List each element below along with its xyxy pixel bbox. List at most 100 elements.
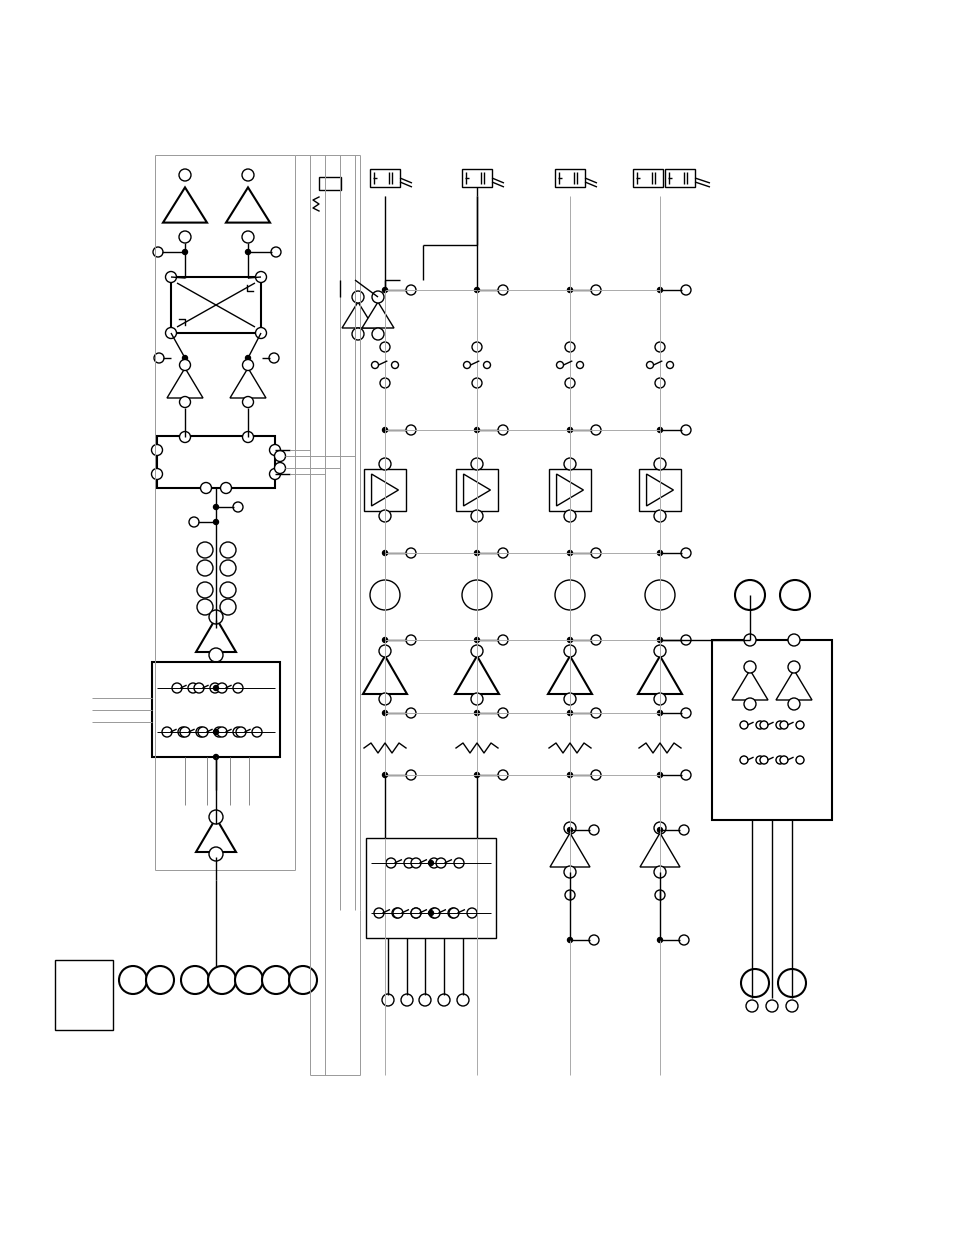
- Circle shape: [449, 909, 456, 916]
- Circle shape: [411, 858, 420, 868]
- Circle shape: [375, 909, 382, 916]
- Circle shape: [654, 645, 665, 657]
- Circle shape: [780, 757, 786, 763]
- Circle shape: [454, 858, 463, 868]
- Bar: [633, 169, 662, 186]
- Circle shape: [162, 727, 172, 737]
- Circle shape: [213, 685, 218, 690]
- Circle shape: [755, 756, 763, 764]
- Circle shape: [590, 285, 600, 295]
- Circle shape: [483, 362, 490, 368]
- Circle shape: [212, 684, 218, 692]
- Polygon shape: [455, 656, 498, 694]
- Circle shape: [233, 683, 243, 693]
- Bar: [555, 169, 584, 186]
- Circle shape: [242, 431, 253, 442]
- Circle shape: [644, 580, 675, 610]
- Circle shape: [152, 445, 162, 456]
- Circle shape: [395, 909, 401, 916]
- Circle shape: [564, 342, 575, 352]
- Circle shape: [188, 683, 198, 693]
- Circle shape: [567, 937, 572, 942]
- Circle shape: [657, 551, 661, 556]
- Circle shape: [646, 362, 653, 368]
- Circle shape: [199, 729, 206, 736]
- Circle shape: [776, 757, 782, 763]
- Circle shape: [382, 773, 387, 778]
- Circle shape: [242, 396, 253, 408]
- Circle shape: [195, 684, 202, 692]
- Circle shape: [679, 825, 688, 835]
- Circle shape: [418, 994, 431, 1007]
- Bar: [318, 177, 340, 189]
- Polygon shape: [195, 818, 235, 852]
- Circle shape: [274, 451, 285, 462]
- Circle shape: [655, 342, 664, 352]
- Circle shape: [743, 698, 755, 710]
- Circle shape: [497, 285, 507, 295]
- Circle shape: [220, 483, 232, 494]
- Circle shape: [195, 727, 206, 737]
- Circle shape: [787, 634, 800, 646]
- Circle shape: [563, 693, 576, 705]
- Circle shape: [437, 860, 444, 867]
- Circle shape: [382, 710, 387, 715]
- Bar: [456, 469, 497, 511]
- Circle shape: [679, 935, 688, 945]
- Polygon shape: [341, 303, 374, 329]
- Polygon shape: [646, 474, 673, 506]
- Circle shape: [430, 860, 437, 867]
- Circle shape: [567, 551, 572, 556]
- Circle shape: [775, 756, 783, 764]
- Circle shape: [567, 773, 572, 778]
- Circle shape: [657, 827, 661, 832]
- Circle shape: [655, 378, 664, 388]
- Circle shape: [382, 427, 387, 432]
- Circle shape: [163, 729, 171, 736]
- Circle shape: [381, 994, 394, 1007]
- Circle shape: [563, 510, 576, 522]
- Circle shape: [406, 635, 416, 645]
- Circle shape: [213, 727, 224, 737]
- Polygon shape: [361, 303, 394, 329]
- Circle shape: [657, 773, 661, 778]
- Circle shape: [406, 769, 416, 781]
- Circle shape: [471, 510, 482, 522]
- Circle shape: [740, 757, 747, 763]
- Circle shape: [179, 396, 191, 408]
- Circle shape: [472, 378, 481, 388]
- Circle shape: [743, 634, 755, 646]
- Circle shape: [405, 860, 412, 867]
- Circle shape: [382, 637, 387, 642]
- Circle shape: [778, 969, 805, 997]
- Circle shape: [262, 966, 290, 994]
- Circle shape: [235, 727, 246, 737]
- Circle shape: [756, 721, 762, 729]
- Circle shape: [588, 825, 598, 835]
- Circle shape: [242, 359, 253, 370]
- Circle shape: [242, 169, 253, 182]
- Circle shape: [474, 773, 479, 778]
- Circle shape: [590, 635, 600, 645]
- Circle shape: [400, 994, 413, 1007]
- Circle shape: [740, 969, 768, 997]
- Circle shape: [429, 858, 438, 868]
- Circle shape: [178, 727, 188, 737]
- Circle shape: [590, 425, 600, 435]
- Bar: [664, 169, 695, 186]
- Circle shape: [654, 458, 665, 471]
- Polygon shape: [556, 474, 583, 506]
- Circle shape: [796, 757, 802, 763]
- Circle shape: [657, 427, 661, 432]
- Circle shape: [374, 908, 384, 918]
- Circle shape: [379, 342, 390, 352]
- Circle shape: [370, 580, 399, 610]
- Circle shape: [196, 599, 213, 615]
- Circle shape: [269, 353, 278, 363]
- Circle shape: [497, 635, 507, 645]
- Circle shape: [209, 610, 223, 624]
- Circle shape: [210, 683, 220, 693]
- Circle shape: [179, 729, 186, 736]
- Circle shape: [780, 756, 787, 764]
- Circle shape: [590, 708, 600, 718]
